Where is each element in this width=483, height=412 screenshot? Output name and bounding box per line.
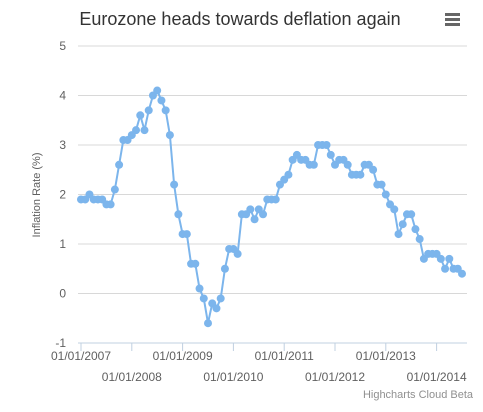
data-point[interactable] <box>398 220 407 229</box>
x-tick-label: 01/01/2010 <box>203 370 263 384</box>
x-tick-label: 01/01/2008 <box>102 370 162 384</box>
data-point[interactable] <box>140 126 149 135</box>
data-point[interactable] <box>441 264 450 273</box>
menu-icon-bar-top <box>445 13 460 16</box>
data-point[interactable] <box>161 106 170 115</box>
x-tick-label: 01/01/2009 <box>153 349 213 363</box>
data-point[interactable] <box>394 230 403 239</box>
data-point[interactable] <box>377 180 386 189</box>
data-point[interactable] <box>106 200 115 209</box>
data-point[interactable] <box>411 225 420 234</box>
data-point[interactable] <box>407 210 416 219</box>
y-tick-label: -1 <box>55 336 66 350</box>
series-line <box>81 88 463 324</box>
data-point[interactable] <box>343 160 352 169</box>
data-point[interactable] <box>233 249 242 258</box>
data-point[interactable] <box>326 150 335 159</box>
x-axis: 01/01/2007 01/01/2009 01/01/2011 01/01/2013… <box>51 342 467 384</box>
y-tick-label: 2 <box>59 188 66 202</box>
data-point[interactable] <box>212 304 221 313</box>
data-point[interactable] <box>195 284 204 293</box>
grid <box>78 45 467 344</box>
data-point[interactable] <box>115 160 124 169</box>
data-point[interactable] <box>259 210 268 219</box>
data-point[interactable] <box>369 165 378 174</box>
data-point[interactable] <box>381 190 390 199</box>
data-point[interactable] <box>271 195 280 204</box>
y-tick-label: 5 <box>59 39 66 53</box>
menu-button[interactable] <box>440 8 464 30</box>
data-point[interactable] <box>165 131 174 140</box>
data-point[interactable] <box>191 259 200 268</box>
data-point[interactable] <box>204 319 212 328</box>
data-point[interactable] <box>136 111 145 120</box>
menu-icon-bar-middle <box>445 18 460 21</box>
data-point[interactable] <box>246 205 255 214</box>
data-point[interactable] <box>390 205 399 214</box>
data-point[interactable] <box>445 254 454 263</box>
data-point[interactable] <box>132 126 141 135</box>
credit-text[interactable]: Highcharts Cloud Beta <box>363 389 474 401</box>
data-point[interactable] <box>458 269 466 278</box>
data-point[interactable] <box>144 106 153 115</box>
data-point[interactable] <box>284 170 293 179</box>
data-point[interactable] <box>153 86 162 95</box>
x-tick-label: 01/01/2007 <box>51 349 111 363</box>
x-tick-label: 01/01/2012 <box>305 370 365 384</box>
data-point[interactable] <box>157 96 166 105</box>
data-point[interactable] <box>436 254 445 263</box>
data-point[interactable] <box>220 264 229 273</box>
data-point[interactable] <box>250 215 259 224</box>
data-point[interactable] <box>309 160 318 169</box>
y-tick-label: 1 <box>59 237 66 251</box>
data-point[interactable] <box>415 235 424 244</box>
y-axis-label: Inflation Rate (%) <box>31 153 43 238</box>
x-tick-label: 01/01/2011 <box>255 349 314 363</box>
data-point[interactable] <box>356 170 365 179</box>
y-tick-label: 3 <box>59 138 66 152</box>
y-tick-label: 4 <box>59 89 66 103</box>
y-tick-label: 0 <box>59 287 66 301</box>
chart-title: Eurozone heads towards deflation again <box>79 9 400 29</box>
data-point[interactable] <box>182 230 191 239</box>
y-axis-ticks: 5 4 3 2 1 0 -1 <box>55 39 66 350</box>
menu-icon-bar-bottom <box>445 23 460 26</box>
data-point[interactable] <box>216 294 225 303</box>
x-tick-label: 01/01/2014 <box>407 370 467 384</box>
series-group <box>77 86 466 328</box>
data-point[interactable] <box>110 185 119 194</box>
data-point[interactable] <box>174 210 183 219</box>
data-point[interactable] <box>322 141 331 149</box>
x-tick-label: 01/01/2013 <box>356 349 416 363</box>
data-point[interactable] <box>199 294 208 303</box>
data-point[interactable] <box>170 180 179 189</box>
